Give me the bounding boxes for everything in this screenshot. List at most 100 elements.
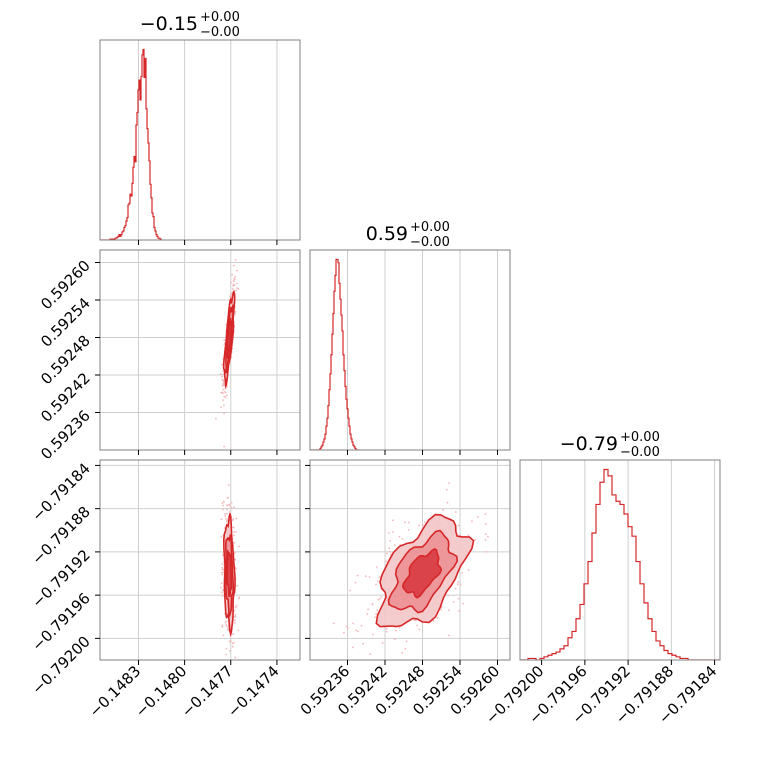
pair-1-2-point (349, 589, 351, 592)
pair-1-2-point (372, 633, 374, 636)
pair-1-2-point (457, 597, 460, 600)
pair-0-1-point (215, 417, 217, 420)
pair-1-2-group (332, 439, 489, 660)
pair-0-1-point (221, 363, 223, 366)
pair-1-2-point (345, 625, 348, 628)
pair-0-1-point (231, 287, 234, 290)
pair-1-2-point (461, 571, 463, 574)
pair-0-2-point (224, 517, 227, 520)
pair-1-2-point (484, 539, 487, 541)
pair-1-2-point (467, 569, 470, 571)
pair-0-1-frame (99, 249, 301, 451)
hist-1-group (310, 258, 360, 450)
hist-0-steps (100, 48, 162, 240)
pair-0-1-point (233, 280, 235, 283)
pair-1-2-point (385, 630, 388, 633)
pair-1-2-point (392, 531, 394, 533)
pair-0-2-point (227, 627, 230, 630)
pair-0-1-point (221, 379, 224, 381)
pair-1-2-point (485, 523, 487, 526)
pair-1-2-contour-2 (401, 547, 443, 599)
pair-0-2-point (221, 568, 224, 571)
title-value-0: −0.15 (140, 13, 198, 35)
title-1: 0.59 +0.00−0.00 (366, 220, 450, 250)
pair-0-1-point (237, 288, 240, 290)
pair-0-1-point (234, 259, 237, 261)
pair-1-2-point (446, 501, 449, 504)
pair-1-2-point (375, 566, 378, 568)
pair-0-2-point (235, 604, 238, 607)
pair-1-2-point (457, 581, 460, 583)
pair-0-2-point (226, 625, 228, 628)
pair-0-2-point (220, 518, 223, 521)
pair-0-1-point (232, 285, 235, 287)
pair-1-2-point (459, 584, 462, 586)
pair-0-1-point (221, 384, 224, 387)
pair-1-2-point (375, 612, 377, 615)
pair-1-2-point (332, 622, 335, 625)
pair-1-2-point (394, 638, 396, 641)
pair-0-2-point (226, 497, 229, 499)
pair-1-2-point (378, 576, 381, 579)
pair-0-1-point (225, 394, 228, 397)
pair-0-2-point (226, 504, 229, 507)
pair-0-1-point (223, 445, 226, 448)
title-minus-0: −0.00 (200, 25, 240, 40)
pair-0-2-point (237, 597, 240, 600)
pair-1-2-point (375, 583, 377, 586)
pair-0-1-point (236, 287, 239, 289)
pair-0-2-point (238, 545, 241, 548)
pair-0-2-point (226, 512, 228, 515)
pair-1-2-point (378, 597, 381, 600)
hist-2-frame (519, 459, 721, 661)
hist-1-steps (310, 258, 360, 450)
pair-0-2-point (232, 633, 235, 635)
title-value-2: −0.79 (560, 433, 618, 455)
pair-1-2-point (388, 547, 391, 550)
pair-1-2-point (432, 619, 435, 622)
pair-0-2-point (234, 551, 236, 554)
pair-0-2-point (229, 649, 231, 652)
pair-0-2-point (225, 620, 227, 623)
pair-0-2-point (234, 656, 237, 659)
pair-0-1-point (232, 283, 235, 286)
pair-1-2-point (393, 544, 396, 546)
pair-1-2-point (381, 642, 384, 644)
pair-0-1-point (232, 264, 235, 267)
pair-1-2-point (467, 534, 470, 537)
pair-0-2-point (233, 685, 235, 687)
pair-0-2-point (235, 517, 238, 520)
pair-0-1-point (222, 382, 225, 385)
pair-0-2-point (232, 526, 235, 529)
pair-0-2-point (229, 511, 231, 514)
pair-0-2-contour-2 (226, 549, 233, 598)
pair-1-2-point (423, 521, 426, 524)
pair-0-2-point (226, 508, 228, 511)
pair-1-2-point (469, 439, 471, 441)
pair-1-2-point (387, 532, 390, 534)
pair-1-2-point (377, 598, 380, 601)
pair-0-2-point (220, 535, 223, 538)
pair-0-1-point (223, 412, 225, 415)
pair-0-1-point (234, 313, 237, 315)
pair-0-2-point (237, 629, 240, 632)
pair-0-2-point (225, 623, 227, 626)
pair-0-2-point (222, 634, 225, 637)
pair-0-2-point (231, 642, 234, 645)
pair-0-1-point (235, 289, 238, 292)
pair-0-1-point (222, 370, 225, 372)
pair-1-2-point (471, 520, 473, 523)
pair-1-2-point (440, 606, 443, 608)
pair-0-2-point (234, 615, 237, 618)
pair-1-2-point (386, 552, 388, 555)
pair-0-1-contour-2 (226, 317, 233, 359)
pair-0-2-point (231, 645, 234, 648)
pair-0-1-point (233, 278, 236, 281)
pair-1-2-point (357, 630, 359, 633)
pair-0-2-point (225, 647, 228, 650)
pair-0-2-point (233, 621, 236, 624)
pair-1-2-point (380, 596, 383, 598)
pair-1-2-point (408, 521, 410, 524)
pair-1-2-point (413, 619, 416, 622)
